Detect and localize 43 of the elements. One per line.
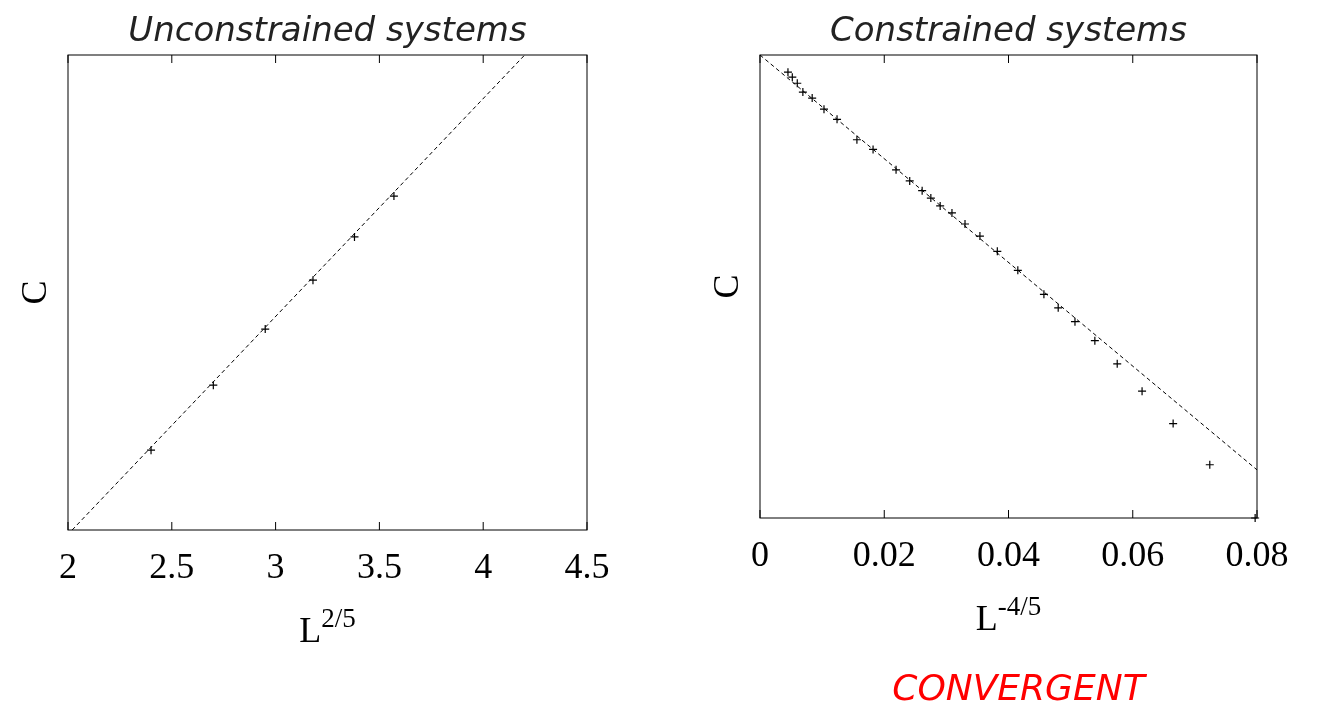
x-tick-label: 0.02 bbox=[852, 534, 916, 574]
point bbox=[146, 445, 156, 455]
point bbox=[1168, 418, 1178, 429]
point bbox=[852, 135, 862, 145]
x-tick-label: 4.5 bbox=[564, 546, 610, 586]
point bbox=[947, 208, 957, 218]
point bbox=[1137, 386, 1147, 396]
chart-title: Constrained systems bbox=[830, 9, 1187, 49]
point bbox=[926, 193, 936, 203]
point bbox=[260, 324, 270, 334]
point bbox=[975, 231, 985, 241]
x-tick-label: 0.06 bbox=[1101, 534, 1165, 574]
x-tick-label: 2.5 bbox=[149, 546, 195, 586]
point bbox=[349, 232, 360, 242]
point bbox=[1039, 289, 1049, 299]
x-tick-label: 0.08 bbox=[1225, 534, 1289, 574]
point bbox=[1090, 336, 1100, 346]
point bbox=[868, 144, 878, 155]
point bbox=[308, 275, 318, 285]
x-tick-label: 3 bbox=[266, 546, 285, 586]
point bbox=[798, 87, 808, 97]
point bbox=[905, 176, 915, 186]
point bbox=[208, 380, 218, 390]
y-axis-title: C bbox=[14, 280, 54, 305]
point bbox=[389, 191, 399, 201]
point bbox=[832, 114, 842, 124]
point bbox=[1070, 317, 1080, 327]
x-tick-label: 0.04 bbox=[977, 534, 1040, 574]
x-tick-label: 4 bbox=[474, 546, 493, 586]
point bbox=[960, 219, 970, 229]
point bbox=[1250, 513, 1260, 523]
text: CONVERGENT bbox=[892, 667, 1148, 707]
point bbox=[935, 201, 945, 211]
x-axis-title: L$^{-4/5}$ bbox=[975, 591, 1042, 638]
x-tick-label: 2 bbox=[59, 546, 77, 586]
y-axis-title: C bbox=[706, 274, 746, 299]
point bbox=[819, 104, 829, 114]
chart-title: Unconstrained systems bbox=[128, 9, 527, 49]
x-axis-title: L$^{2/5}$ bbox=[299, 603, 356, 650]
x-tick-label: 3.5 bbox=[356, 546, 402, 586]
point bbox=[807, 93, 817, 103]
point bbox=[917, 186, 927, 196]
x-tick-label: 0 bbox=[751, 534, 769, 574]
